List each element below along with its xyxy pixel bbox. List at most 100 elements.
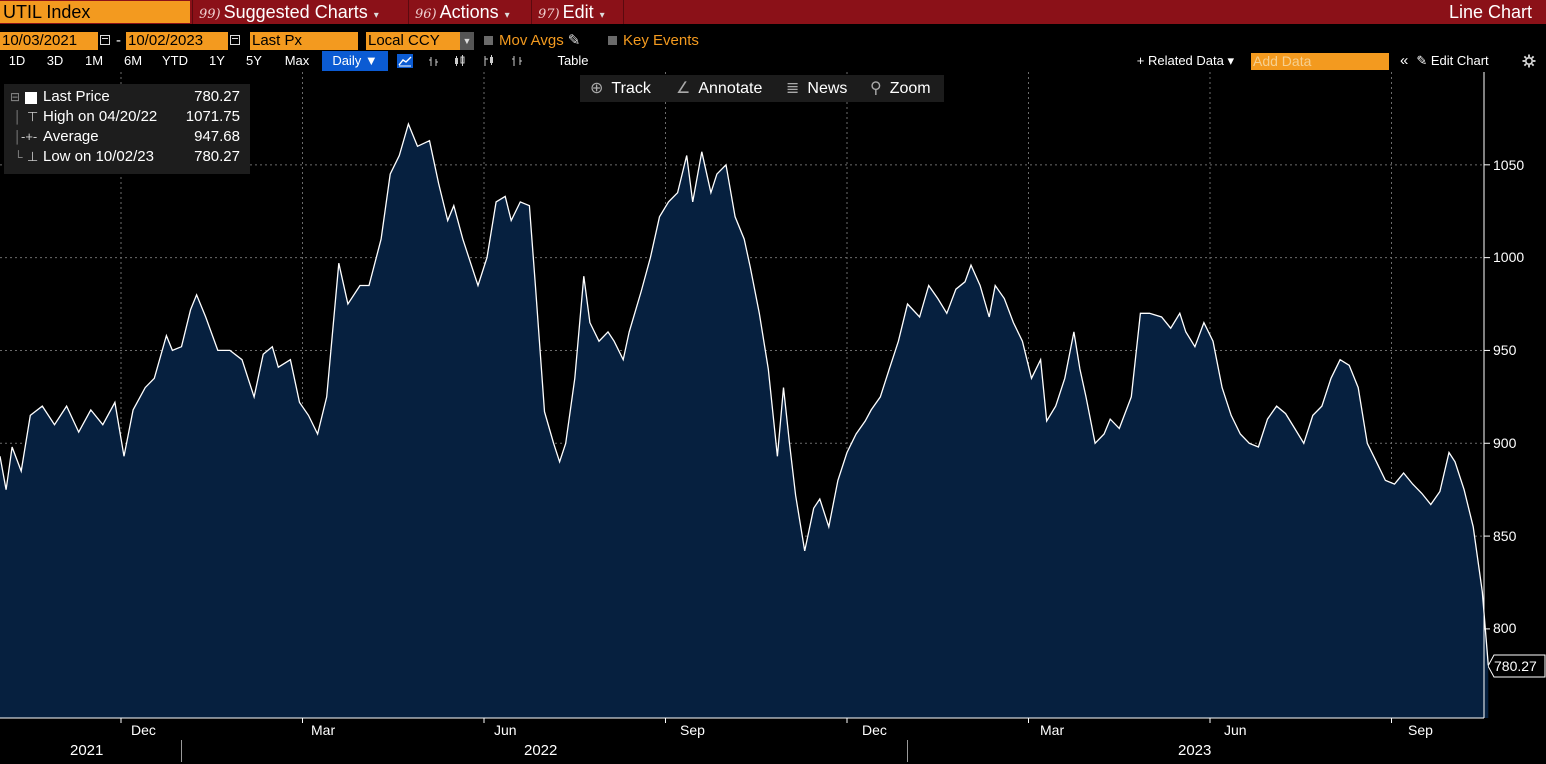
price-chart[interactable] <box>0 72 1546 764</box>
period-max[interactable]: Max <box>284 53 310 68</box>
x-tick-label: Sep <box>680 722 705 738</box>
table-button[interactable]: Table <box>557 53 589 68</box>
legend-row-high[interactable]: │ ⊤ High on 04/20/22 1071.75 <box>4 107 250 127</box>
title-bar <box>0 0 1546 24</box>
x-tick-label: Sep <box>1408 722 1433 738</box>
chevron-down-icon: ▾ <box>504 10 510 21</box>
x-tick-label: Jun <box>494 722 517 738</box>
price-area-fill <box>0 124 1489 718</box>
year-label: 2022 <box>524 742 558 759</box>
edit-chart-controls: « ✎ Edit Chart <box>1400 51 1489 71</box>
range-dash: - <box>116 32 121 49</box>
track-button[interactable]: ⊕ Track <box>590 75 651 102</box>
track-label: Track <box>611 80 651 97</box>
magnifier-icon: ⚲ <box>870 80 882 97</box>
period-1y[interactable]: 1Y <box>209 53 225 68</box>
collapse-icon[interactable]: ⊟ <box>10 90 21 104</box>
y-tick-label: 850 <box>1493 528 1517 544</box>
period-6m[interactable]: 6M <box>123 53 143 68</box>
menu-number: 96) <box>415 7 437 22</box>
legend-row-average[interactable]: │ -+- Average 947.68 <box>4 127 250 147</box>
legend-name: Last Price <box>43 88 110 105</box>
y-tick-label: 800 <box>1493 620 1517 636</box>
currency-selector[interactable]: Local CCY <box>366 32 460 50</box>
y-tick-label: 950 <box>1493 342 1517 358</box>
legend-name: High on 04/20/22 <box>43 108 158 125</box>
hlc-icon[interactable] <box>509 54 525 68</box>
angle-icon: ∠ <box>676 80 691 97</box>
edit-menu[interactable]: 97) Edit ▾ <box>531 0 611 24</box>
tree-line-icon: └ <box>14 150 23 164</box>
news-button[interactable]: ≣ News <box>786 75 847 102</box>
menu-label: Actions <box>439 2 499 22</box>
collapse-icon[interactable]: « <box>1400 52 1409 69</box>
checkbox-icon <box>484 36 493 45</box>
date-range-row: 10/03/2021 - 10/02/2023 Last Px Local CC… <box>0 31 1546 51</box>
legend-row-low[interactable]: └ ⊥ Low on 10/02/23 780.27 <box>4 147 250 167</box>
calendar-icon[interactable] <box>100 35 110 45</box>
legend-value: 780.27 <box>194 88 240 105</box>
y-tick-label: 900 <box>1493 435 1517 451</box>
x-tick-label: Mar <box>1040 722 1065 738</box>
tree-line-icon: │ <box>14 110 22 124</box>
period-ytd[interactable]: YTD <box>162 53 188 68</box>
menu-label: Suggested Charts <box>223 2 368 22</box>
legend-swatch <box>25 92 37 104</box>
low-marker-icon: ⊥ <box>27 149 39 164</box>
x-tick-label: Mar <box>311 722 336 738</box>
zoom-button[interactable]: ⚲ Zoom <box>870 75 931 102</box>
chart-type-label[interactable]: Line Chart <box>1448 2 1532 22</box>
edit-chart-button[interactable]: ✎ Edit Chart <box>1416 53 1489 68</box>
zoom-label: Zoom <box>889 80 931 97</box>
y-tick-label: 1050 <box>1493 157 1525 173</box>
legend-row-last-price[interactable]: ⊟ Last Price 780.27 <box>4 87 250 107</box>
x-tick-label: Dec <box>862 722 887 738</box>
add-data-input[interactable]: Add Data <box>1251 53 1389 70</box>
period-5y[interactable]: 5Y <box>246 53 262 68</box>
period-1m[interactable]: 1M <box>84 53 104 68</box>
price-line <box>0 122 1489 666</box>
ticker-field[interactable]: UTIL Index <box>0 1 190 23</box>
mov-avgs-toggle[interactable]: Mov Avgs ✎ <box>484 32 580 50</box>
line-chart-icon[interactable] <box>397 54 413 68</box>
suggested-charts-menu[interactable]: 99) Suggested Charts ▾ <box>192 0 385 24</box>
bar-chart-icon[interactable] <box>426 54 442 68</box>
pencil-icon: ✎ <box>567 32 581 49</box>
field-selector[interactable]: Last Px <box>250 32 358 50</box>
last-value-text: 780.27 <box>1494 658 1537 674</box>
related-data-dropdown[interactable]: + Related Data ▾ <box>1136 53 1234 68</box>
ohlc-icon[interactable] <box>481 54 497 68</box>
key-events-toggle[interactable]: Key Events <box>608 32 699 50</box>
annotate-button[interactable]: ∠ Annotate <box>676 75 762 102</box>
menu-label: Edit <box>562 2 594 22</box>
calendar-icon[interactable] <box>230 35 240 45</box>
x-tick-label: Dec <box>131 722 156 738</box>
news-label: News <box>807 80 848 97</box>
chart-tools-bar: ⊕ Track ∠ Annotate ≣ News ⚲ Zoom <box>580 75 944 102</box>
y-tick-label: 1000 <box>1493 249 1525 265</box>
end-date-field[interactable]: 10/02/2023 <box>126 32 228 50</box>
year-label: 2023 <box>1178 742 1212 759</box>
year-label: 2021 <box>70 742 104 759</box>
period-3d[interactable]: 3D <box>46 53 64 68</box>
period-1d[interactable]: 1D <box>8 53 26 68</box>
legend-value: 780.27 <box>194 148 240 165</box>
high-marker-icon: ⊤ <box>27 109 39 124</box>
candlestick-icon[interactable] <box>452 54 468 68</box>
checkbox-icon <box>608 36 617 45</box>
legend-value: 1071.75 <box>185 108 240 125</box>
gear-icon[interactable] <box>1522 54 1536 68</box>
last-value-label: 780.27 <box>1488 654 1546 678</box>
last-value-flag <box>1488 654 1546 678</box>
legend-value: 947.68 <box>194 128 240 145</box>
y-axis-ticks <box>1484 164 1490 630</box>
start-date-field[interactable]: 10/03/2021 <box>0 32 98 50</box>
menu-number: 99) <box>199 7 221 22</box>
frequency-dropdown[interactable]: Daily ▼ <box>322 51 388 71</box>
average-marker-icon: -+- <box>21 129 38 144</box>
chevron-down-icon: ▾ <box>373 10 379 21</box>
chevron-down-icon[interactable]: ▼ <box>460 32 474 50</box>
x-axis-ticks <box>120 718 1392 762</box>
actions-menu[interactable]: 96) Actions ▾ <box>408 0 516 24</box>
menu-divider <box>623 0 625 24</box>
